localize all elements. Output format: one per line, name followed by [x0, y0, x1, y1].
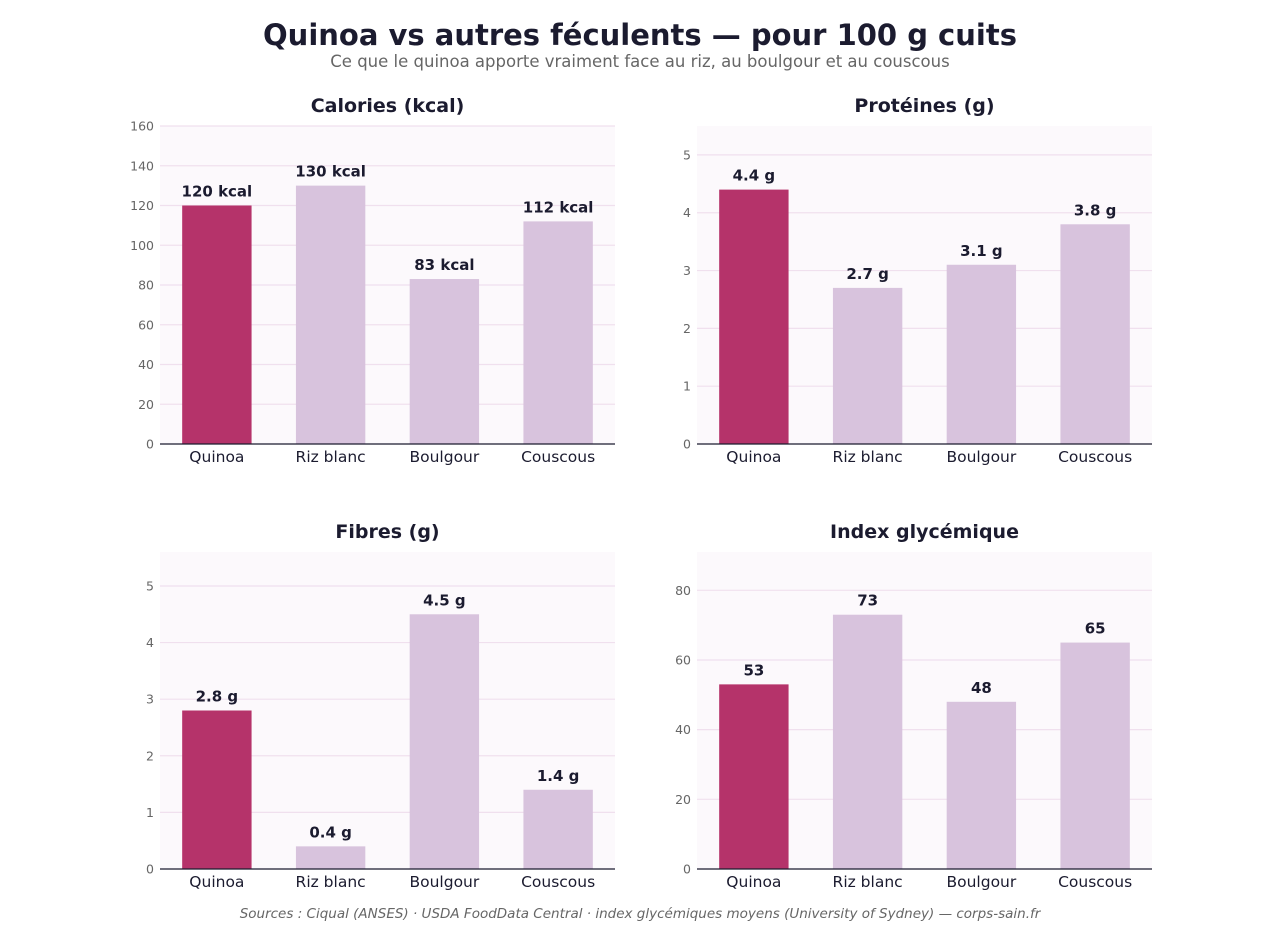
- glycemic-index-category-label: Couscous: [1058, 873, 1132, 891]
- chart-subtitle: Ce que le quinoa apporte vraiment face a…: [330, 52, 950, 71]
- calories-bar-boulgour: [409, 279, 480, 444]
- glycemic-index-bar-couscous: [1060, 642, 1130, 869]
- fibres-y-tick-label: 5: [146, 578, 154, 593]
- fibres-data-label: 1.4 g: [537, 767, 580, 785]
- fibres-bar-riz-blanc: [295, 846, 366, 869]
- glycemic-index-y-tick-label: 40: [675, 722, 691, 737]
- proteins-panel-title: Protéines (g): [854, 95, 994, 117]
- proteins-y-tick-label: 0: [683, 437, 691, 452]
- proteins-category-label: Couscous: [1058, 448, 1132, 466]
- proteins-y-tick-label: 5: [683, 147, 691, 162]
- fibres-bar-boulgour: [409, 614, 480, 869]
- calories-bar-couscous: [523, 221, 593, 444]
- proteins-data-label: 4.4 g: [733, 167, 776, 185]
- source-note: Sources : Ciqual (ANSES) · USDA FoodData…: [239, 906, 1041, 922]
- fibres-data-label: 0.4 g: [309, 823, 352, 841]
- proteins-bar-quinoa: [719, 189, 789, 444]
- calories-data-label: 130 kcal: [295, 163, 366, 181]
- calories-y-tick-label: 80: [138, 278, 154, 293]
- glycemic-index-category-label: Boulgour: [946, 873, 1016, 891]
- calories-y-tick-label: 160: [130, 119, 154, 134]
- proteins-data-label: 3.1 g: [960, 242, 1003, 260]
- fibres-data-label: 2.8 g: [196, 688, 239, 706]
- proteins-category-label: Quinoa: [726, 448, 781, 466]
- calories-y-tick-label: 120: [130, 198, 154, 213]
- proteins-y-tick-label: 1: [683, 379, 691, 394]
- calories-data-label: 120 kcal: [182, 183, 253, 201]
- glycemic-index-y-tick-label: 0: [683, 862, 691, 877]
- proteins-bar-riz-blanc: [832, 287, 903, 444]
- proteins-y-tick-label: 4: [683, 205, 691, 220]
- glycemic-index-bar-quinoa: [719, 684, 789, 869]
- calories-category-label: Riz blanc: [296, 448, 366, 466]
- fibres-y-tick-label: 4: [146, 635, 154, 650]
- fibres-data-label: 4.5 g: [423, 591, 466, 609]
- proteins-data-label: 3.8 g: [1074, 201, 1117, 219]
- proteins-bar-boulgour: [946, 264, 1017, 444]
- fibres-bar-quinoa: [182, 710, 252, 869]
- calories-category-label: Couscous: [521, 448, 595, 466]
- calories-y-tick-label: 40: [138, 357, 154, 372]
- proteins-y-tick-label: 3: [683, 263, 691, 278]
- proteins-bar-couscous: [1060, 224, 1130, 444]
- calories-y-tick-label: 60: [138, 317, 154, 332]
- glycemic-index-data-label: 65: [1085, 620, 1106, 638]
- fibres-y-tick-label: 3: [146, 692, 154, 707]
- fibres-category-label: Riz blanc: [296, 873, 366, 891]
- fibres-category-label: Couscous: [521, 873, 595, 891]
- calories-y-tick-label: 100: [130, 238, 154, 253]
- calories-category-label: Boulgour: [409, 448, 479, 466]
- fibres-panel-title: Fibres (g): [335, 521, 439, 543]
- chart-title: Quinoa vs autres féculents — pour 100 g …: [263, 18, 1017, 52]
- fibres-bar-couscous: [523, 789, 593, 869]
- glycemic-index-y-tick-label: 80: [675, 583, 691, 598]
- glycemic-index-y-tick-label: 20: [675, 792, 691, 807]
- glycemic-index-data-label: 53: [743, 661, 764, 679]
- glycemic-index-data-label: 73: [857, 592, 878, 610]
- fibres-y-tick-label: 2: [146, 748, 154, 763]
- glycemic-index-data-label: 48: [971, 679, 992, 697]
- calories-bar-riz-blanc: [295, 185, 366, 444]
- fibres-category-label: Quinoa: [189, 873, 244, 891]
- fibres-category-label: Boulgour: [409, 873, 479, 891]
- glycemic-index-category-label: Quinoa: [726, 873, 781, 891]
- proteins-category-label: Boulgour: [946, 448, 1016, 466]
- fibres-y-tick-label: 1: [146, 805, 154, 820]
- calories-panel-title: Calories (kcal): [311, 95, 465, 117]
- proteins-data-label: 2.7 g: [846, 265, 889, 283]
- glycemic-index-bar-riz-blanc: [832, 614, 903, 869]
- calories-category-label: Quinoa: [189, 448, 244, 466]
- glycemic-index-bar-boulgour: [946, 701, 1017, 869]
- calories-data-label: 83 kcal: [414, 256, 474, 274]
- calories-bar-quinoa: [182, 205, 252, 444]
- calories-y-tick-label: 140: [130, 158, 154, 173]
- calories-data-label: 112 kcal: [523, 198, 594, 216]
- calories-y-tick-label: 20: [138, 397, 154, 412]
- proteins-y-tick-label: 2: [683, 321, 691, 336]
- fibres-y-tick-label: 0: [146, 862, 154, 877]
- glycemic-index-category-label: Riz blanc: [833, 873, 903, 891]
- proteins-category-label: Riz blanc: [833, 448, 903, 466]
- glycemic-index-panel-title: Index glycémique: [830, 521, 1019, 543]
- glycemic-index-y-tick-label: 60: [675, 652, 691, 667]
- calories-y-tick-label: 0: [146, 437, 154, 452]
